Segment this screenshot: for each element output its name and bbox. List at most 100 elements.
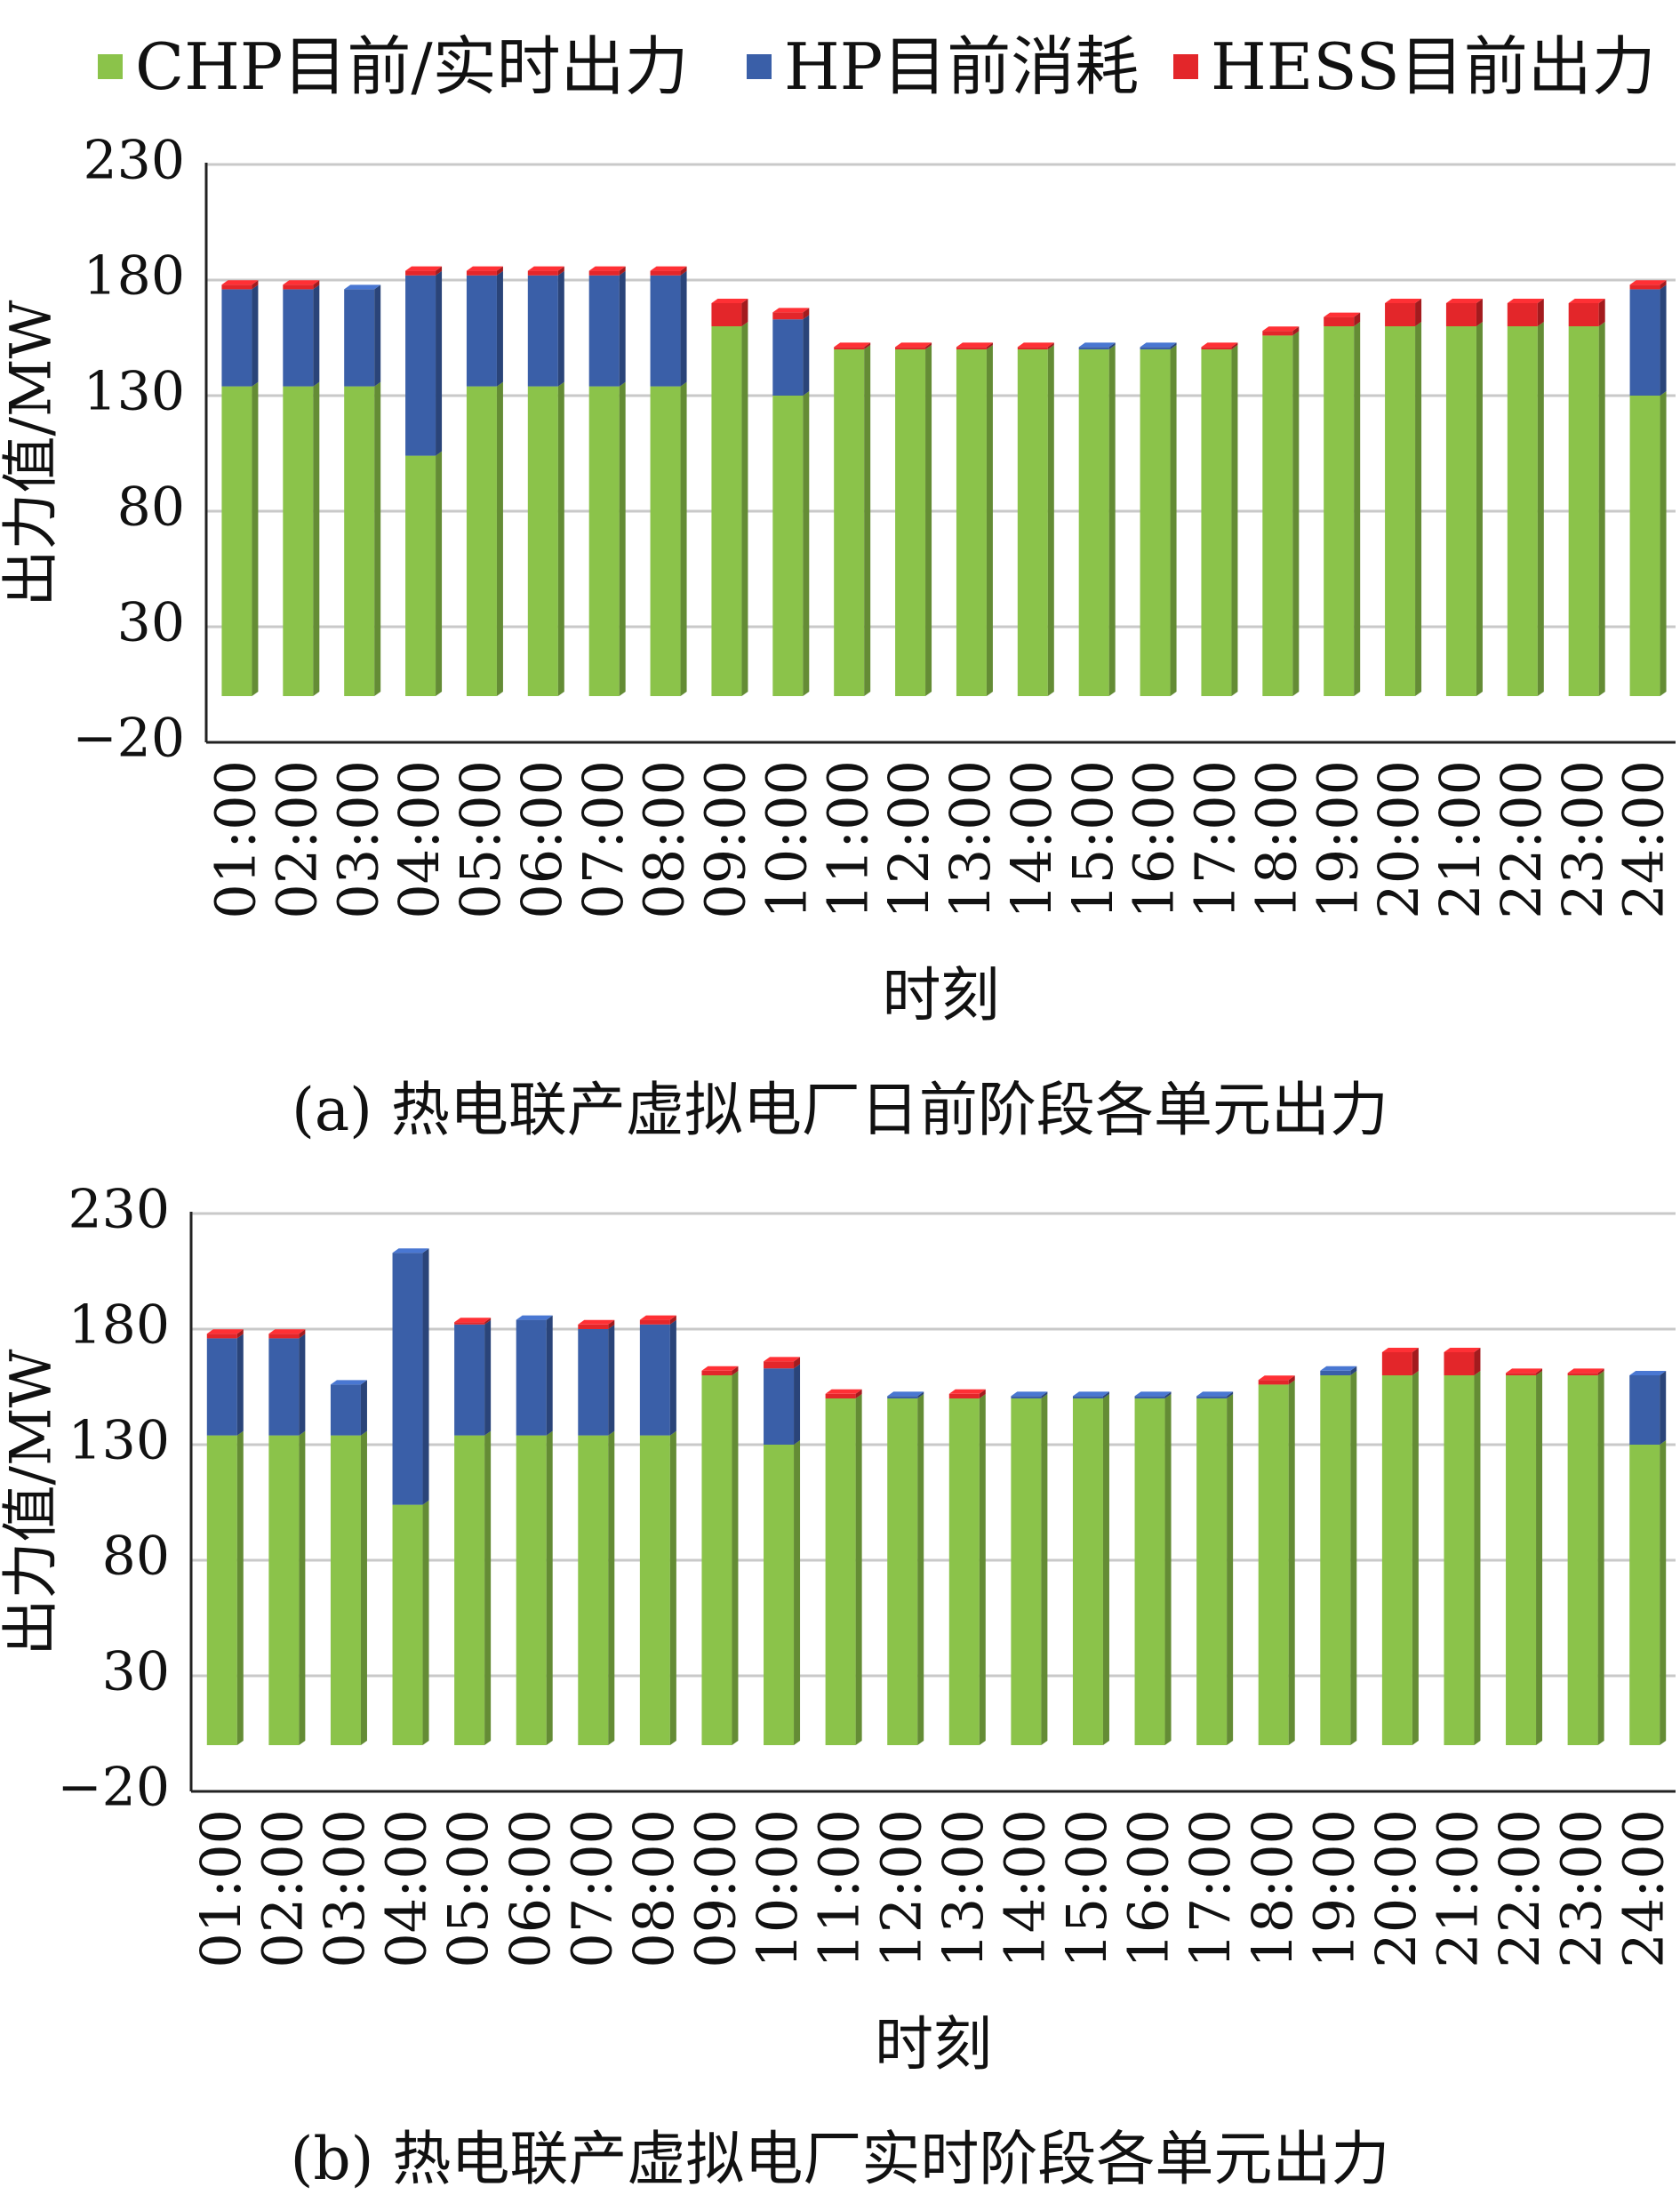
legend-item-hp: HP目前消耗 [747,27,1139,107]
bar-segment [466,275,497,387]
bar-segment [330,1384,361,1436]
bar-segment [650,275,681,387]
y-tick-label: 80 [102,1526,170,1588]
legend-swatch-chp [98,54,123,79]
bar-segment-side [484,1430,492,1745]
bar-segment-side [436,266,443,276]
x-tick-label: 01:00 [188,1809,253,1968]
bar-segment [1629,289,1660,396]
bar-segment-side [855,1394,862,1745]
chart-day-ahead: −20 30 80 130 180 230 出力值/MW 01:0002:0003:0004:… [0,133,1676,1029]
bar-segment-top [466,266,503,271]
bar-segment-top [1140,342,1177,348]
y-tick-label: −20 [57,1757,170,1819]
bar-segment [834,349,865,696]
bar-segment [1629,1445,1660,1745]
bar-segment-side [1164,1391,1172,1398]
bar-segment-side [1597,1368,1604,1375]
x-tick-label: 23:00 [1550,760,1615,919]
bar-segment-top [405,266,443,271]
bar-segment-side [669,1319,676,1436]
x-tick-label: 20:00 [1366,760,1431,919]
x-tick-label: 05:00 [436,1809,500,1968]
bar-segment-side [1227,1391,1234,1398]
y-tick-label: 30 [102,1641,170,1703]
bar-segment-top [1324,312,1361,317]
bar-segment-side [422,1248,429,1505]
bar-segment [1196,1398,1228,1745]
bar-segment-side [864,345,871,696]
bar-segment-side [680,270,687,387]
bar-segment-top [516,1315,553,1320]
bar-segment [1567,1373,1598,1375]
bar-segment [1258,1384,1289,1745]
bar-segment [1444,1352,1475,1375]
bar-segment-side [1474,1348,1481,1375]
bar-segment-side [925,345,932,696]
bar-segment [1568,326,1599,696]
bar-segment [1506,1375,1537,1745]
chart-a-caption: (a) 热电联产虚拟电厂日前阶段各单元出力 [292,1076,1388,1144]
bar-segment-top [1011,1391,1048,1397]
x-tick-label: 14:00 [992,1809,1057,1968]
bar-segment [1385,326,1416,696]
bar-segment [1381,1352,1412,1375]
bar-segment-side [1354,322,1361,696]
bar-segment [1258,1380,1289,1385]
bar-segment-side [608,1325,615,1436]
bar-segment-top [834,342,871,348]
bar-segment-side [669,1430,676,1745]
bar-segment-top [1262,326,1300,332]
x-tick-label: 24:00 [1612,760,1676,919]
bar-segment [221,386,252,696]
x-tick-label: 06:00 [509,760,574,919]
bar-segment [1262,331,1293,336]
bar-segment [268,1435,300,1745]
bar-segment [887,1398,918,1745]
x-tick-label: 18:00 [1240,1809,1305,1968]
bar-segment-side [1288,1380,1295,1745]
bar-segment-top [1134,1391,1172,1397]
bar-segment [330,1435,361,1745]
legend-label-hp: HP目前消耗 [784,29,1140,104]
y-tick-label: 230 [68,1182,170,1241]
bar-segment [578,1329,609,1436]
bar-segment [1507,326,1538,696]
bar-segment [588,275,620,387]
y-tick-label: 230 [83,133,185,192]
bar-segment-top [344,284,381,290]
x-tick-label: 16:00 [1116,1809,1181,1968]
x-tick-label: 10:00 [745,1809,810,1968]
bar-segment-side [855,1389,862,1398]
bar-segment [405,275,436,456]
legend-label-chp: CHP目前/实时出力 [135,29,689,104]
bar-segment-side [313,280,320,290]
bar-segment [206,1334,237,1339]
bar-segment-top [948,1389,986,1394]
bar-segment-side [741,322,748,696]
bar-segment [405,455,436,696]
bar-segment-side [252,280,259,290]
bar-segment [268,1338,300,1436]
bar-segment [948,1398,980,1745]
bar-segment-side [864,342,871,349]
bar-segment [1017,347,1048,349]
bar-segment [1262,335,1293,696]
x-tick-label: 19:00 [1301,1809,1366,1968]
x-tick-label: 11:00 [815,760,880,919]
bar-segment-side [1292,326,1300,336]
bar-segment-side [1292,331,1300,696]
bar-segment [527,386,558,696]
bar-segment-side [1170,345,1177,696]
bar-segment-side [1108,345,1116,696]
x-tick-label: 22:00 [1487,1809,1552,1968]
x-tick-label: 11:00 [807,1809,872,1968]
y-axis-title: 出力值/MW [0,300,65,606]
bar-segment-side [1231,342,1238,349]
bar-segment-side [1660,284,1667,396]
bar-segment-top [1017,342,1054,348]
x-tick-label: 12:00 [868,1809,933,1968]
bar-segment-side [496,270,503,387]
bar-segment-side [1412,1371,1419,1745]
bar-segment [764,1445,795,1745]
